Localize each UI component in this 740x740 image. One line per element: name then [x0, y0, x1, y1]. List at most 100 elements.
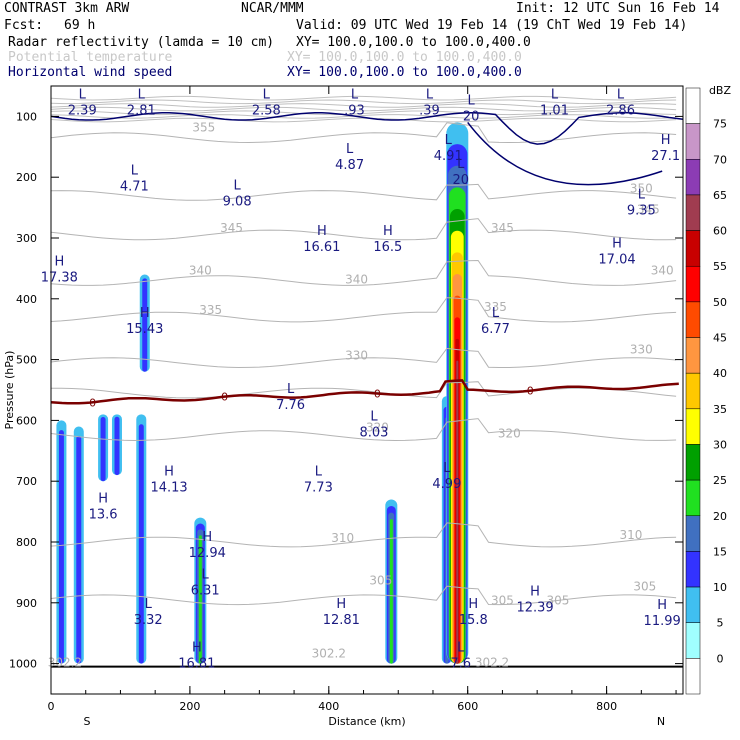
theta-label: 302.2	[312, 647, 346, 661]
theta-contour-stratosphere	[51, 117, 677, 123]
theta-contour-stratosphere	[51, 103, 677, 108]
x-tick-label: 400	[318, 700, 339, 713]
wind-extremum-value: 12.39	[516, 601, 553, 616]
wind-extremum-type: H	[140, 306, 150, 321]
wind-extremum: L4.99	[432, 461, 461, 492]
wind-extremum-type: L	[131, 163, 139, 178]
y-tick-label: 800	[16, 536, 37, 549]
wind-extremum: L4.87	[335, 142, 364, 173]
y-tick-label: 200	[16, 171, 37, 184]
wind-extremum-type: L	[492, 306, 500, 321]
theta-contour	[51, 585, 677, 606]
colorbar-swatch	[685, 444, 701, 481]
reflectivity-field	[56, 122, 469, 664]
wind-extremum: H11.99	[644, 598, 681, 629]
wind-extremum: H16.61	[303, 224, 340, 255]
wind-extremum-type: L	[426, 87, 434, 102]
theta-label: 345	[637, 203, 660, 217]
theta-label: 320	[498, 426, 521, 440]
wind-extremum-type: L	[457, 157, 465, 172]
wind-extremum: H16.81	[178, 641, 215, 672]
wind-extremum: L20	[463, 93, 480, 124]
theta-contour	[51, 297, 677, 323]
wind-extremum-type: L	[346, 142, 354, 157]
wind-extremum: L4.71	[120, 163, 149, 194]
wind-extremum-type: L	[617, 87, 625, 102]
colorbar-swatch	[685, 87, 701, 124]
wind-extremum-value: 4.91	[434, 149, 463, 164]
wind-extremum: L9.35	[627, 188, 656, 219]
wind-extremum-type: L	[445, 133, 453, 148]
theta-label: 330	[630, 343, 653, 357]
y-tick-label: 500	[16, 354, 37, 367]
wind-extremum: L2.39	[68, 87, 97, 118]
wind-extremum-value: 13.6	[89, 508, 118, 523]
y-tick-label: 300	[16, 232, 37, 245]
wind-extremum-value: 17.04	[598, 252, 635, 267]
wind-extremum-value: 17.38	[41, 271, 78, 286]
wind-extremum: L2.86	[606, 87, 635, 118]
theta-label: 305	[547, 594, 570, 608]
wind-extremum-value: 1.01	[540, 103, 569, 118]
wind-extremum-type: H	[336, 597, 346, 612]
field-name-wind: Horizontal wind speed	[8, 65, 173, 80]
wind-extremum-value: .93	[344, 103, 365, 118]
colorbar-label: 35	[713, 403, 727, 416]
wind-extremum-type: H	[383, 224, 393, 239]
field-xy-reflectivity: XY= 100.0,100.0 to 100.0,400.0	[296, 35, 531, 50]
wind-extremum-type: L	[457, 641, 465, 656]
wind-extremum-type: H	[54, 255, 64, 270]
wind-extremum-value: 12.81	[323, 613, 360, 628]
wind-extremum-value: 7.6	[450, 657, 471, 672]
theta-contour-stratosphere	[51, 106, 677, 112]
field-xy-theta: XY= 100.0,100.0 to 100.0,400.0	[287, 50, 522, 65]
colorbar-swatch	[685, 159, 701, 196]
theta-label: 320	[366, 420, 389, 434]
x-end-label-south: S	[84, 715, 91, 728]
wind-extremum: L.39	[419, 87, 440, 118]
wind-extremum: L6.31	[191, 568, 220, 599]
wind-extremum: H15.8	[459, 597, 488, 628]
wind-extremum: L7.76	[276, 382, 305, 413]
colorbar-label: 5	[717, 617, 724, 630]
colorbar-label: 30	[713, 438, 727, 451]
field-name-theta: Potential temperature	[8, 50, 173, 65]
wind-extremum: L4.91	[434, 133, 463, 164]
colorbar-swatch	[685, 551, 701, 588]
wind-extremum-value: 4.99	[432, 477, 461, 492]
colorbar-label: 55	[713, 260, 727, 273]
colorbar-label: 0	[717, 652, 724, 665]
wind-extremum-value: 15.43	[126, 322, 163, 337]
theta-label: 345	[491, 221, 514, 235]
theta-label: 305	[369, 574, 392, 588]
wind-extremum: H12.39	[516, 585, 553, 616]
reflectivity-cell	[389, 519, 393, 664]
zero-isotherm: 0 0 0 0	[51, 379, 679, 409]
wind-extremum: L7.73	[304, 464, 333, 495]
wind-extremum-type: H	[530, 585, 540, 600]
colorbar-label: 45	[713, 332, 727, 345]
x-tick-label: 0	[48, 700, 55, 713]
theta-label: 310	[619, 528, 642, 542]
plot-frame	[50, 85, 684, 695]
wind-extremum-value: 7.73	[304, 480, 333, 495]
colorbar-label: 40	[713, 367, 727, 380]
colorbar-unit: dBZ	[709, 84, 732, 97]
theta-label: 335	[199, 303, 222, 317]
colorbar-label: 10	[713, 581, 727, 594]
zero-isotherm-label: 0	[221, 391, 228, 404]
wind-extremum-value: 2.58	[252, 103, 281, 118]
wind-extremum-value: 9.35	[627, 204, 656, 219]
wind-extremum-type: H	[317, 224, 327, 239]
reflectivity-cell	[198, 535, 202, 664]
wind-extremum-value: 20	[463, 109, 480, 124]
wind-extremum-value: 16.61	[303, 240, 340, 255]
theta-contour-stratosphere	[51, 95, 677, 101]
y-axis-label: Pressure (hPa)	[3, 351, 16, 430]
y-tick-label: 1000	[9, 658, 37, 671]
x-tick-label: 200	[179, 700, 200, 713]
wind-extremum-value: 2.39	[68, 103, 97, 118]
wind-extremum: H15.43	[126, 306, 163, 337]
theta-contour	[51, 122, 677, 144]
